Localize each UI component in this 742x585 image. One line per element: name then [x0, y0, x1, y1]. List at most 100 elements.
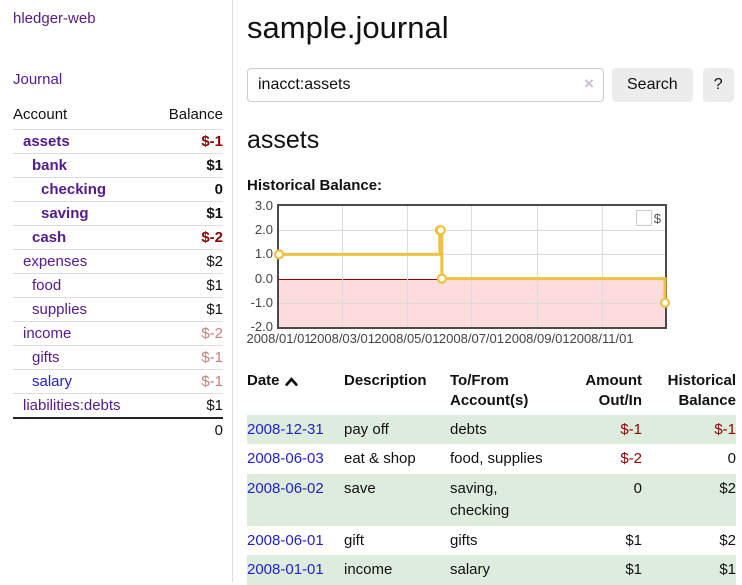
sidebar-account-link[interactable]: saving — [41, 205, 89, 222]
transaction-date: 2008-06-03 — [247, 444, 344, 474]
help-button[interactable]: ? — [702, 68, 734, 102]
sidebar-account-row: liabilities:debts $1 — [13, 393, 223, 418]
transaction-amount: $1 — [625, 561, 642, 579]
transaction-description: eat & shop — [344, 450, 416, 468]
y-axis-tick: 2.0 — [254, 222, 273, 238]
page-title: sample.journal — [247, 10, 449, 45]
sidebar-account-link[interactable]: assets — [23, 133, 70, 150]
chart-label: Historical Balance: — [247, 177, 383, 194]
transaction-date-link[interactable]: 2008-12-31 — [247, 420, 324, 438]
sidebar-account-link[interactable]: liabilities:debts — [23, 397, 121, 414]
x-axis-tick: 2008/11/01 — [569, 331, 634, 346]
data-point-marker — [659, 297, 671, 308]
legend-swatch-icon — [635, 210, 652, 226]
transaction-description: save — [344, 480, 376, 497]
transaction-date-link[interactable]: 2008-06-03 — [247, 450, 324, 468]
sidebar-account-link[interactable]: expenses — [23, 253, 88, 270]
clear-search-icon[interactable]: × — [584, 74, 594, 93]
v-gridline — [601, 206, 603, 327]
account-balance: $-2 — [152, 321, 223, 346]
transaction-date-link[interactable]: 2008-01-01 — [247, 561, 324, 579]
sidebar-account-row: bank $1 — [13, 153, 223, 178]
y-axis-tick: -1.0 — [250, 294, 273, 310]
sidebar-item-journal[interactable]: Journal — [13, 71, 63, 88]
account-balance: $1 — [152, 297, 223, 322]
v-gridline — [342, 206, 344, 327]
y-axis-tick: -2.0 — [250, 319, 273, 334]
sidebar-account-link[interactable]: food — [32, 277, 62, 294]
sidebar-account-link[interactable]: income — [23, 325, 72, 342]
y-axis-tick: 0.0 — [254, 270, 273, 286]
sidebar-account-link[interactable]: supplies — [32, 301, 88, 318]
v-gridline — [471, 206, 473, 327]
x-axis-tick: 2008/03/01 — [309, 331, 375, 346]
sidebar-account-row: salary $-1 — [13, 369, 223, 394]
v-gridline — [406, 206, 408, 327]
account-balance: 0 — [152, 177, 223, 202]
transaction-amount: $-1 — [620, 420, 642, 438]
account-heading: assets — [247, 126, 320, 154]
sidebar-account-row: supplies $1 — [13, 297, 223, 322]
account-balance: $-1 — [152, 129, 223, 154]
transaction-row: 2008-06-02 save saving, checking 0 $2 — [247, 474, 736, 526]
sidebar-account-row: checking 0 — [13, 177, 223, 202]
transaction-row: 2008-01-01 income salary $1 $1 — [247, 555, 736, 585]
v-gridline — [537, 206, 539, 327]
accounts-total-spacer — [13, 417, 153, 442]
sidebar-account-link[interactable]: salary — [32, 373, 73, 390]
accounts-header-account: Account — [13, 106, 68, 123]
app-title-link[interactable]: hledger-web — [13, 10, 96, 27]
sort-ascending-icon — [284, 373, 298, 390]
accounts-header-balance: Balance — [168, 106, 223, 123]
chart-legend: $ — [635, 210, 661, 226]
column-header-date[interactable]: Date — [247, 368, 344, 415]
column-header-accounts: To/From Account(s) — [450, 372, 529, 410]
transaction-amount: $1 — [625, 531, 642, 549]
transaction-date-link[interactable]: 2008-06-02 — [247, 480, 324, 497]
sidebar: hledger-web Journal Account Balance asse… — [0, 0, 233, 582]
transactions-table: Date Description To/From Account(s) Amou… — [247, 368, 736, 585]
transaction-row: 2008-06-03 eat & shop food, supplies $-2 0 — [247, 444, 736, 474]
sidebar-account-link[interactable]: checking — [41, 181, 107, 198]
transaction-balance: 0 — [727, 450, 736, 468]
legend-label: $ — [653, 210, 661, 226]
sidebar-account-row: food $1 — [13, 273, 223, 298]
account-balance: $1 — [152, 201, 223, 226]
data-point-marker — [273, 249, 285, 260]
sidebar-account-row: income $-2 — [13, 321, 223, 346]
transaction-date-link[interactable]: 2008-06-01 — [247, 531, 324, 549]
transaction-accounts: salary — [450, 561, 491, 579]
sidebar-account-row: assets $-1 — [13, 129, 223, 154]
transaction-date: 2008-06-01 — [247, 526, 344, 556]
accounts-table: Account Balance assets $-1 bank $1 checking 0… — [13, 103, 223, 442]
accounts-header-row: Account Balance — [13, 103, 223, 130]
account-balance: $-2 — [152, 225, 223, 250]
transaction-date: 2008-01-01 — [247, 555, 344, 585]
sidebar-account-link[interactable]: bank — [32, 157, 68, 174]
account-balance: $-1 — [152, 369, 223, 394]
search-button[interactable]: Search — [612, 68, 693, 102]
data-point-marker — [435, 225, 446, 236]
balance-step-line — [273, 225, 671, 308]
transaction-balance: $-1 — [714, 420, 736, 438]
transaction-description: gift — [344, 531, 365, 549]
transaction-description: pay off — [344, 420, 389, 438]
transaction-accounts: food, supplies — [450, 450, 543, 468]
transaction-date: 2008-12-31 — [247, 415, 344, 445]
account-balance: $2 — [152, 249, 223, 274]
search-input[interactable] — [247, 68, 604, 102]
account-balance: $1 — [152, 153, 223, 178]
transaction-row: 2008-12-31 pay off debts $-1 $-1 — [247, 414, 736, 445]
sidebar-account-link[interactable]: cash — [32, 229, 67, 246]
column-header-description: Description — [344, 372, 427, 389]
transaction-amount: 0 — [633, 480, 642, 497]
sidebar-account-row: expenses $2 — [13, 249, 223, 274]
column-header-amount: Amount Out/In — [585, 372, 642, 410]
transaction-accounts: debts — [450, 420, 487, 438]
historical-balance-chart: $ 3.0 2.0 1.0 0.0 -1.0 -2.0 2008/01/01 2008/03/… — [246, 198, 687, 350]
transactions-header-row: Date Description To/From Account(s) Amou… — [247, 368, 736, 415]
transaction-accounts: gifts — [450, 531, 478, 549]
sidebar-account-link[interactable]: gifts — [32, 349, 60, 366]
transaction-balance: $2 — [719, 480, 736, 497]
x-axis-tick: 2008/07/01 — [438, 331, 505, 346]
